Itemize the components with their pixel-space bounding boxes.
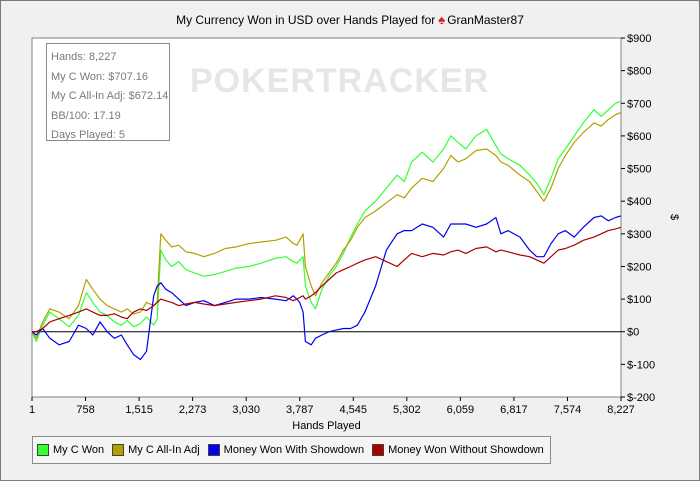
spade-icon: ♠: [438, 12, 446, 27]
x-tick-label: 3,787: [286, 404, 314, 416]
plot-area: [31, 37, 622, 398]
stat-line: BB/100: 17.19: [51, 107, 169, 127]
y-tick-label: $800: [627, 66, 651, 78]
x-tick-label: 4,545: [340, 404, 368, 416]
player-name: GranMaster87: [447, 13, 524, 27]
y-tick-label: $-100: [627, 359, 655, 371]
y-tick-label: $100: [627, 294, 651, 306]
stat-label: My C Won:: [51, 70, 106, 83]
y-tick-label: $200: [627, 261, 651, 273]
x-tick-label: 758: [76, 404, 94, 416]
x-tick-label: 5,302: [393, 404, 421, 416]
stat-value: 5: [115, 129, 125, 141]
legend-item: Money Won With Showdown: [207, 444, 365, 456]
stat-line: Hands: 8,227: [51, 48, 169, 68]
y-tick-label: $500: [627, 164, 651, 176]
chart-title: My Currency Won in USD over Hands Played…: [0, 12, 700, 27]
legend-label: Money Won Without Showdown: [388, 444, 544, 456]
stat-label: My C All-In Adj:: [51, 90, 126, 102]
series-line-money-won-without-showdown: [32, 226, 622, 333]
legend-label: Money Won With Showdown: [223, 444, 365, 456]
stat-value: $707.16: [105, 70, 149, 83]
y-tick-label: $0: [627, 327, 639, 339]
stat-line: My C Won: $707.16: [51, 68, 169, 88]
x-tick-label: 7,574: [554, 404, 582, 416]
x-tick-label: 6,059: [447, 404, 475, 416]
legend-item: My C All-In Adj: [112, 444, 200, 456]
x-tick-label: 1: [29, 404, 35, 416]
legend-label: My C All-In Adj: [128, 444, 200, 456]
stat-label: Days Played:: [51, 129, 116, 141]
series-line-money-won-with-showdown: [31, 215, 622, 361]
stat-value: 17.19: [90, 109, 121, 122]
chart-legend: My C Won My C All-In Adj Money Won With Sh…: [32, 436, 551, 464]
y-tick-label: $700: [627, 98, 651, 110]
y-axis-label: $: [668, 214, 680, 220]
stat-line: My C All-In Adj: $672.14: [51, 87, 169, 107]
y-tick-label: $600: [627, 131, 651, 143]
legend-swatch: [372, 444, 385, 456]
legend-item: Money Won Without Showdown: [372, 444, 544, 456]
stat-line: Days Played: 5: [51, 126, 169, 146]
stat-value: $672.14: [125, 90, 169, 102]
x-tick-label: 6,817: [500, 404, 528, 416]
legend-swatch: [37, 444, 49, 456]
y-tick-label: $300: [627, 229, 651, 241]
chart-title-text: My Currency Won in USD over Hands Played…: [176, 13, 436, 27]
x-tick-label: 8,227: [607, 404, 635, 416]
stats-box: Hands: 8,227 My C Won: $707.16 My C All-In…: [46, 43, 170, 141]
x-tick-label: 3,030: [232, 404, 260, 416]
pokertracker-watermark: POKERTRACKER: [190, 62, 490, 100]
y-tick-label: $-200: [627, 392, 655, 404]
y-tick-label: $900: [627, 33, 651, 45]
series-line-my-c-won: [31, 100, 622, 343]
legend-swatch: [207, 444, 220, 456]
x-tick-label: 2,273: [179, 404, 207, 416]
series-line-my-c-all-in-adj: [31, 111, 622, 339]
stat-label: BB/100:: [51, 109, 91, 122]
x-axis-label: Hands Played: [292, 420, 361, 432]
x-tick-label: 1,515: [125, 404, 153, 416]
legend-swatch: [112, 444, 125, 456]
stat-value: 8,227: [85, 51, 117, 63]
legend-label: My C Won: [53, 444, 105, 456]
y-tick-label: $400: [627, 196, 651, 208]
stat-label: Hands:: [51, 51, 86, 63]
legend-item: My C Won: [37, 444, 104, 456]
